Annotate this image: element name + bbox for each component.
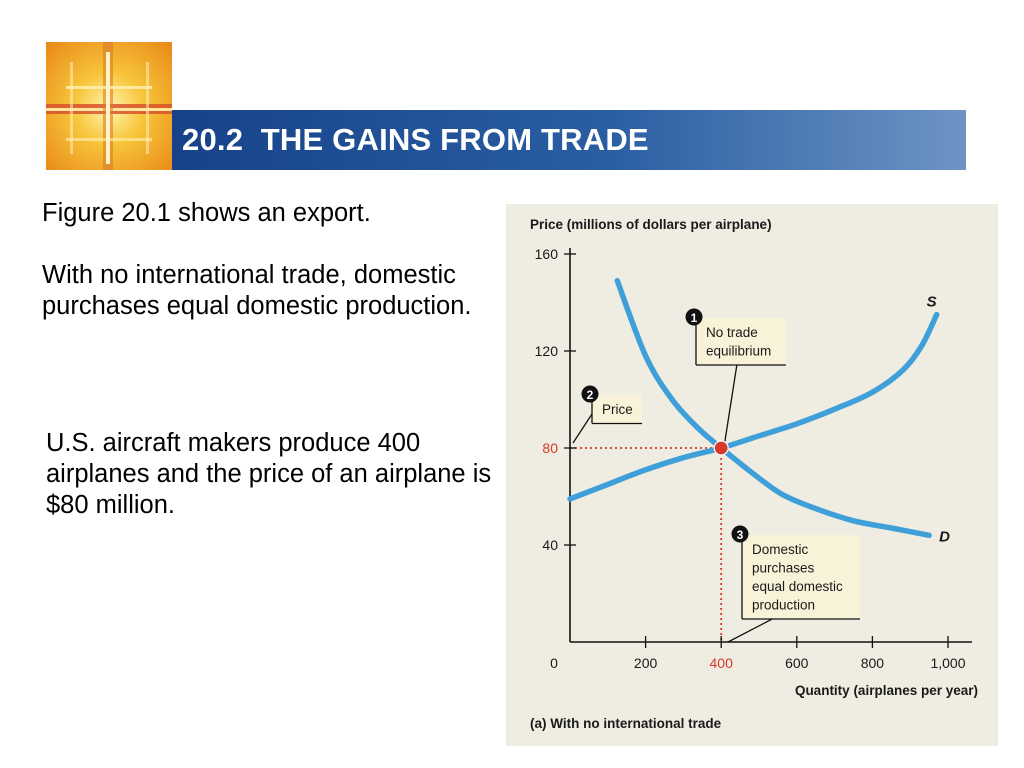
y-axis-label: Price (millions of dollars per airplane) [530,217,772,232]
callout-box-1 [696,318,786,365]
curve-label-d: D [939,528,950,545]
slide-title: 20.2 THE GAINS FROM TRADE [182,122,649,157]
callout-number-1: 1 [691,311,698,325]
curve-label-s: S [927,294,937,311]
y-tick-label-40: 40 [542,537,558,553]
figure-panel: Price (millions of dollars per airplane)… [506,204,998,746]
body-paragraph-production: U.S. aircraft makers produce 400 airplan… [46,429,492,519]
callout-leader-1 [723,363,738,448]
x-tick-label-400: 400 [710,655,734,671]
x-tick-label-1000: 1,000 [930,655,965,671]
title-bar: 20.2 THE GAINS FROM TRADE [172,110,966,170]
curve-s [567,311,940,502]
y-tick-label-160: 160 [535,246,559,262]
x-axis-label: Quantity (airplanes per year) [795,683,978,698]
callout-text-3-4: production [752,598,815,613]
callout-text-2-1: Price [602,402,633,417]
callout-text-1-1: No trade [706,325,758,340]
callout-badge-1 [685,308,703,326]
callout-badge-2 [581,385,599,403]
y-tick-label-80: 80 [542,440,558,456]
x-tick-label-600: 600 [785,655,809,671]
x-tick-label-0: 0 [550,655,558,671]
callout-text-3-1: Domestic [752,542,809,557]
callout-box-3 [742,535,860,619]
callout-number-3: 3 [737,528,744,542]
callout-leader-2 [572,413,593,444]
callout-text-3-2: purchases [752,561,815,576]
cross-logo [46,42,172,170]
y-tick-label-120: 120 [535,343,559,359]
callout-box-2 [592,395,642,424]
body-paragraph-export: Figure 20.1 shows an export. [42,199,371,227]
callout-text-1-2: equilibrium [706,344,771,359]
body-paragraph-no-trade: With no international trade, domestic pu… [42,261,472,320]
callout-text-3-3: equal domestic [752,579,843,594]
x-tick-label-800: 800 [861,655,885,671]
callout-badge-3 [731,525,749,543]
curve-d [614,277,932,539]
callout-number-2: 2 [587,388,594,402]
equilibrium-point [713,440,729,456]
figure-caption: (a) With no international trade [530,716,722,731]
supply-demand-chart: Price (millions of dollars per airplane)… [530,217,978,731]
callout-leader-3 [727,615,779,643]
x-tick-label-200: 200 [634,655,658,671]
